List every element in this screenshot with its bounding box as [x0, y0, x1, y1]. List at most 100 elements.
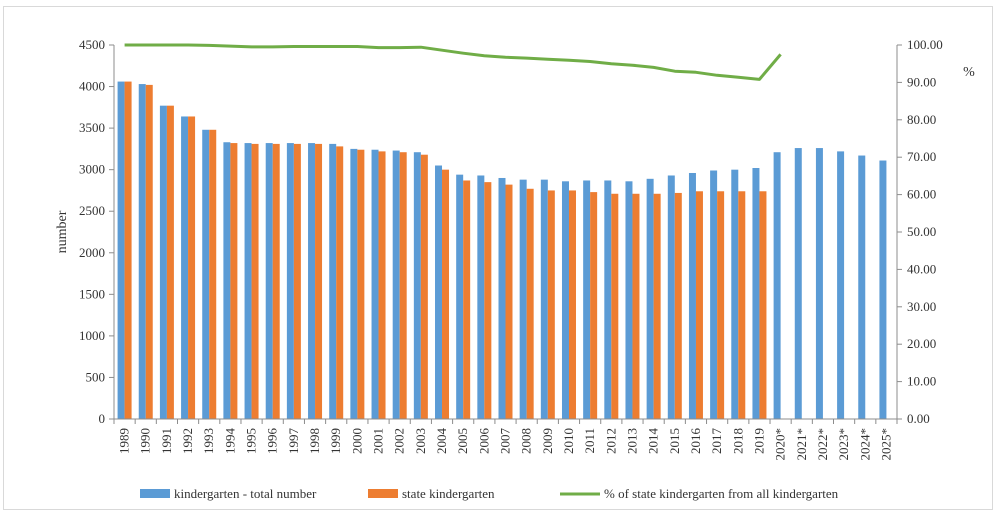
bar-state-2005: [463, 180, 471, 419]
right-axis: 0.00 10.00 20.00 30.00 40.00 50.00 60.00 70.00 8…: [896, 37, 943, 426]
right-tick-label: 80.00: [907, 112, 936, 127]
x-tick-label: 1991: [159, 428, 174, 454]
x-tick-label: 2020*: [773, 428, 788, 461]
bar-total-2020: [773, 152, 781, 420]
bar-marks: [117, 81, 887, 420]
legend-swatch: [368, 489, 398, 498]
bar-state-1989: [124, 81, 132, 420]
bar-total-2021: [794, 148, 802, 419]
bar-state-2017: [717, 191, 725, 419]
bar-state-2000: [357, 149, 365, 419]
bar-total-2022: [815, 148, 823, 419]
x-tick-label: 1999: [328, 428, 343, 454]
bar-state-2002: [399, 152, 407, 420]
right-tick-label: 70.00: [907, 149, 936, 164]
bar-state-2008: [526, 188, 534, 419]
bar-total-1995: [244, 143, 252, 419]
x-tick-label: 1990: [138, 428, 153, 454]
bar-state-2009: [547, 190, 555, 419]
x-tick-label: 2009: [540, 428, 555, 454]
bar-state-2010: [568, 190, 576, 419]
left-tick-label: 4000: [79, 79, 105, 94]
line-marks: [124, 43, 782, 81]
right-tick-label: 0.00: [907, 411, 930, 426]
bar-state-2018: [738, 191, 746, 419]
bar-total-2017: [710, 170, 718, 419]
x-tick-label: 2010: [561, 428, 576, 454]
bar-total-1990: [138, 84, 146, 419]
bar-state-2019: [759, 191, 767, 419]
x-tick-label: 1992: [180, 428, 195, 454]
bar-state-2007: [505, 184, 513, 419]
legend-label: kindergarten - total number: [174, 486, 317, 501]
bar-state-2001: [378, 151, 386, 420]
bar-state-2003: [420, 154, 428, 419]
left-tick-label: 500: [86, 369, 106, 384]
bar-total-2023: [837, 151, 845, 420]
bar-total-2025: [879, 160, 887, 419]
bar-state-1998: [315, 143, 323, 419]
bar-total-2009: [540, 179, 548, 419]
x-tick-label: 2014: [646, 428, 661, 455]
x-tick-label: 2022*: [815, 428, 830, 461]
percent-state-line: [124, 43, 782, 81]
left-tick-label: 2500: [79, 203, 105, 218]
right-tick-label: 60.00: [907, 187, 936, 202]
x-tick-label: 1994: [222, 428, 237, 455]
bar-total-2004: [435, 165, 443, 419]
x-tick-label: 2000: [349, 428, 364, 454]
bar-total-2014: [646, 178, 654, 419]
right-tick-label: 40.00: [907, 261, 936, 276]
x-axis: 1989 1990 1991 1992 1993 1994 1995 1996 1997 1998…: [113, 418, 898, 461]
left-tick-label: 0: [99, 411, 106, 426]
bar-state-1995: [251, 143, 259, 419]
right-tick-label: 20.00: [907, 336, 936, 351]
bar-total-2013: [625, 181, 633, 419]
x-tick-label: 1996: [265, 428, 280, 455]
bar-total-1993: [202, 129, 210, 420]
bar-state-1996: [272, 143, 280, 419]
bar-total-1996: [265, 143, 273, 419]
x-tick-label: 2003: [413, 428, 428, 454]
bar-total-2008: [519, 179, 527, 419]
x-tick-label: 2005: [455, 428, 470, 454]
bar-state-2016: [695, 191, 703, 419]
x-tick-label: 2002: [392, 428, 407, 454]
bar-total-2001: [371, 149, 379, 419]
bar-state-2006: [484, 182, 492, 419]
bar-total-2003: [413, 152, 421, 420]
bar-state-2012: [611, 193, 619, 419]
x-tick-label: 2013: [625, 428, 640, 454]
bar-state-2015: [674, 192, 682, 419]
y-axis-label: number: [55, 210, 70, 253]
x-tick-label: 2006: [476, 428, 491, 455]
bar-total-2010: [561, 181, 569, 419]
right-tick-label: 30.00: [907, 299, 936, 314]
bar-total-2019: [752, 168, 760, 419]
bar-state-2004: [442, 169, 450, 419]
bar-state-1994: [230, 143, 238, 419]
x-tick-label: 2024*: [857, 428, 872, 461]
x-tick-label: 2015: [667, 428, 682, 454]
x-tick-label: 2012: [603, 428, 618, 454]
left-tick-label: 1500: [79, 286, 105, 301]
right-tick-label: 90.00: [907, 74, 936, 89]
x-tick-label: 1998: [307, 428, 322, 454]
bar-total-1997: [286, 143, 294, 419]
x-tick-label: 2018: [730, 428, 745, 454]
bar-total-2007: [498, 177, 506, 419]
legend-label: state kindergarten: [402, 486, 495, 501]
x-tick-label: 1989: [117, 428, 132, 454]
bar-state-2011: [590, 192, 598, 419]
right-tick-label: 100.00: [907, 37, 943, 52]
bar-total-2015: [667, 175, 675, 419]
bar-state-1993: [209, 129, 217, 420]
bar-total-2002: [392, 150, 400, 419]
x-tick-label: 2023*: [836, 428, 851, 461]
bar-state-1999: [336, 146, 344, 419]
bar-total-2018: [731, 169, 739, 419]
bar-total-1998: [308, 143, 316, 419]
bar-total-2000: [350, 148, 358, 419]
bar-total-1989: [117, 81, 125, 420]
legend-swatch: [140, 489, 170, 498]
